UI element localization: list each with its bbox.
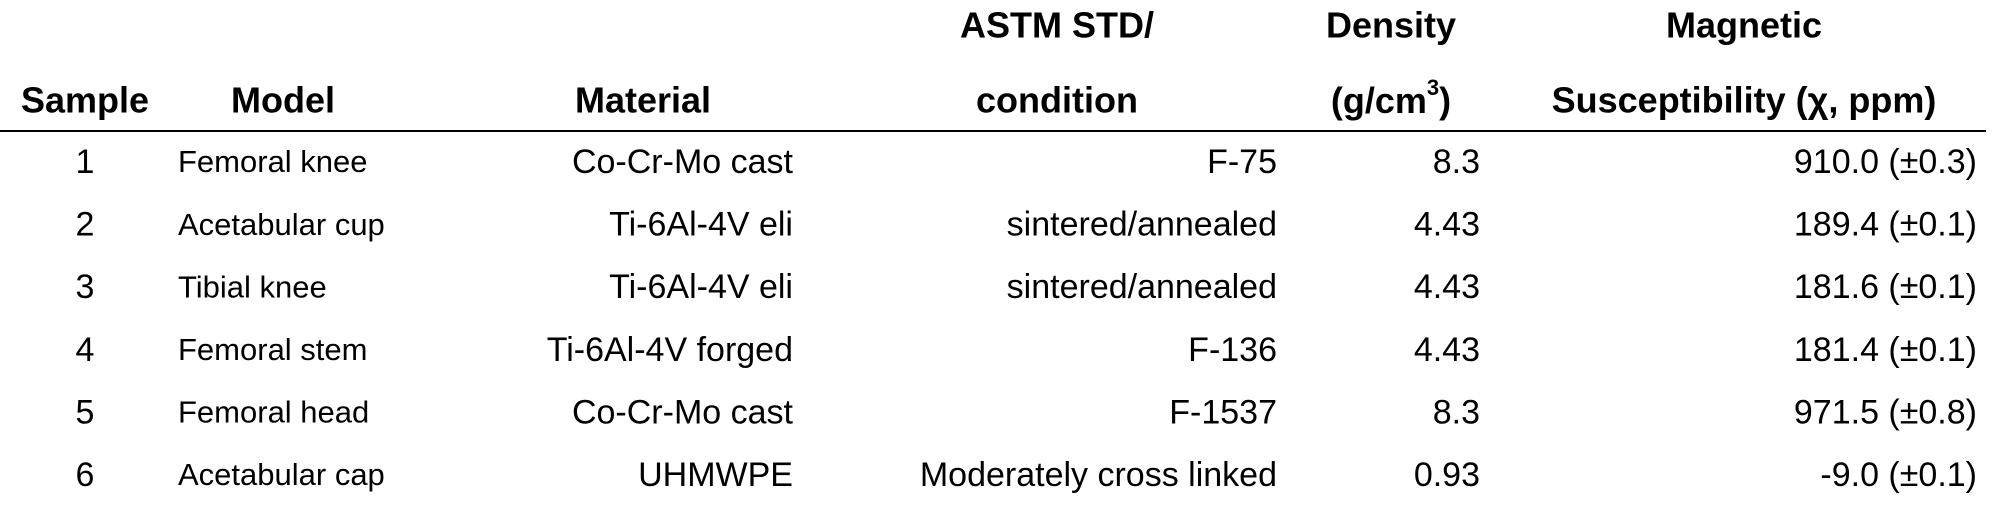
table-cell: F-136 — [1188, 331, 1277, 369]
header-cell: Model — [231, 80, 335, 121]
table-cell: Femoral head — [178, 395, 369, 430]
table-cell: 2 — [76, 206, 95, 244]
table-cell: sintered/annealed — [1007, 206, 1277, 244]
header-cell: Sample — [21, 80, 149, 121]
table-cell: Acetabular cup — [178, 207, 385, 242]
table-cell: 4.43 — [1414, 331, 1480, 369]
table-cell: 8.3 — [1433, 393, 1480, 431]
table-cell: F-1537 — [1169, 393, 1277, 431]
table-cell: Moderately cross linked — [920, 456, 1277, 494]
table-cell: UHMWPE — [638, 456, 793, 494]
table-cell: 971.5 (±0.8) — [1794, 393, 1977, 431]
header-cell: Density — [1326, 5, 1456, 46]
table-cell: 181.4 (±0.1) — [1794, 331, 1977, 369]
unit-superscript: 3 — [1427, 75, 1439, 100]
table-cell: sintered/annealed — [1007, 268, 1277, 306]
unit-text: (g/cm — [1331, 80, 1427, 121]
header-cell: Material — [575, 80, 711, 121]
header-unit: (g/cm3) — [1331, 75, 1451, 121]
header-cell: condition — [976, 80, 1138, 121]
table-cell: 189.4 (±0.1) — [1794, 206, 1977, 244]
header-cell: ASTM STD/ — [960, 5, 1154, 46]
table-cell: Tibial knee — [178, 269, 327, 304]
table-cell: 4.43 — [1414, 206, 1480, 244]
header-cell: Susceptibility (χ, ppm) — [1552, 80, 1937, 121]
table-cell: 181.6 (±0.1) — [1794, 268, 1977, 306]
table-cell: 5 — [76, 393, 95, 431]
unit-close: ) — [1439, 80, 1451, 121]
table-cell: Co-Cr-Mo cast — [572, 393, 794, 431]
table-cell: F-75 — [1207, 143, 1277, 181]
table-cell: Ti-6Al-4V eli — [609, 206, 793, 244]
table-cell: Ti-6Al-4V eli — [609, 268, 793, 306]
table-cell: Co-Cr-Mo cast — [572, 143, 794, 181]
table-cell: 910.0 (±0.3) — [1794, 143, 1977, 181]
header-cell: Magnetic — [1666, 5, 1822, 46]
table-cell: 1 — [76, 143, 95, 181]
table-cell: Acetabular cap — [178, 457, 385, 492]
table-cell: 3 — [76, 268, 95, 306]
table-cell: 4 — [76, 331, 95, 369]
table-cell: Femoral stem — [178, 332, 367, 367]
table-cell: Femoral knee — [178, 144, 368, 179]
table-cell: 6 — [76, 456, 95, 494]
table-cell: 8.3 — [1433, 143, 1480, 181]
table-cell: Ti-6Al-4V forged — [547, 331, 793, 369]
table-cell: -9.0 (±0.1) — [1820, 456, 1977, 494]
table-cell: 4.43 — [1414, 268, 1480, 306]
table-cell: 0.93 — [1414, 456, 1480, 494]
